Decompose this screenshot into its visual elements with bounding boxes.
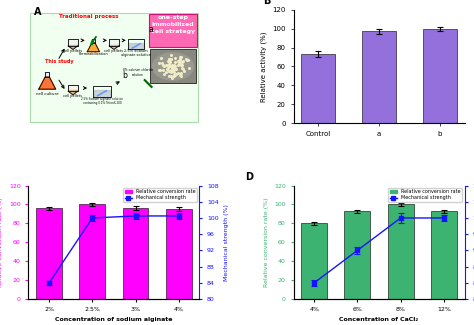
X-axis label: Concentration of sodium alginate: Concentration of sodium alginate [55, 317, 173, 322]
Text: cell pellets: cell pellets [64, 94, 82, 98]
Bar [123, 208, 148, 299]
Text: immobilized: immobilized [152, 22, 194, 27]
Text: 2.5% Sodium alginate solution: 2.5% Sodium alginate solution [81, 98, 123, 101]
Text: a: a [148, 25, 153, 34]
Text: cell pellets: cell pellets [104, 49, 124, 53]
Y-axis label: Relative conversion rate (%): Relative conversion rate (%) [0, 198, 3, 287]
Text: containing 0.1% TritonX-100: containing 0.1% TritonX-100 [83, 101, 121, 105]
Text: B: B [263, 0, 270, 6]
Bar [362, 32, 396, 123]
Legend: Relative conversion rate, Mechanical strength: Relative conversion rate, Mechanical str… [388, 188, 462, 202]
Text: This study: This study [45, 59, 73, 64]
Bar [80, 204, 105, 299]
Bar [345, 211, 370, 299]
X-axis label: Concentration of CaCl₂: Concentration of CaCl₂ [339, 317, 419, 322]
Polygon shape [92, 39, 95, 43]
Polygon shape [68, 84, 78, 91]
Text: one-step: one-step [157, 15, 189, 20]
Legend: Relative conversion rate, Mechanical strength: Relative conversion rate, Mechanical str… [123, 188, 197, 202]
Polygon shape [109, 45, 118, 46]
Bar [301, 54, 335, 123]
Polygon shape [68, 90, 78, 91]
Text: cell strategy: cell strategy [151, 29, 195, 34]
Y-axis label: Relative conversion rate (%): Relative conversion rate (%) [264, 198, 269, 287]
Polygon shape [68, 39, 78, 46]
Text: Permeabilization: Permeabilization [79, 52, 108, 56]
Text: alginate solution: alginate solution [121, 53, 151, 57]
Polygon shape [68, 45, 78, 46]
Polygon shape [39, 77, 56, 89]
FancyBboxPatch shape [149, 14, 197, 46]
Text: cell culture: cell culture [36, 92, 59, 96]
Polygon shape [129, 43, 143, 49]
Text: A: A [34, 7, 41, 18]
FancyBboxPatch shape [150, 49, 196, 84]
Text: b: b [122, 71, 128, 80]
FancyBboxPatch shape [30, 13, 198, 122]
Polygon shape [87, 43, 100, 52]
Polygon shape [153, 53, 193, 80]
Text: D: D [246, 172, 254, 182]
Polygon shape [109, 46, 118, 49]
Polygon shape [68, 91, 78, 95]
Text: 8% calcium chloride
solution: 8% calcium chloride solution [123, 68, 153, 77]
Polygon shape [94, 90, 110, 97]
Bar [423, 29, 457, 123]
Text: 2.5% Sodium: 2.5% Sodium [124, 49, 148, 53]
Bar [166, 209, 191, 299]
Bar [36, 208, 62, 299]
Bar [431, 211, 457, 299]
Text: Traditional process: Traditional process [59, 14, 118, 19]
Y-axis label: Relative activity (%): Relative activity (%) [260, 31, 267, 102]
Polygon shape [68, 46, 78, 49]
Y-axis label: Mechanical strength (%): Mechanical strength (%) [224, 204, 229, 281]
Polygon shape [45, 72, 49, 77]
Bar [301, 223, 327, 299]
Polygon shape [109, 39, 118, 46]
Text: cell pellets: cell pellets [64, 49, 82, 53]
Bar [388, 204, 413, 299]
